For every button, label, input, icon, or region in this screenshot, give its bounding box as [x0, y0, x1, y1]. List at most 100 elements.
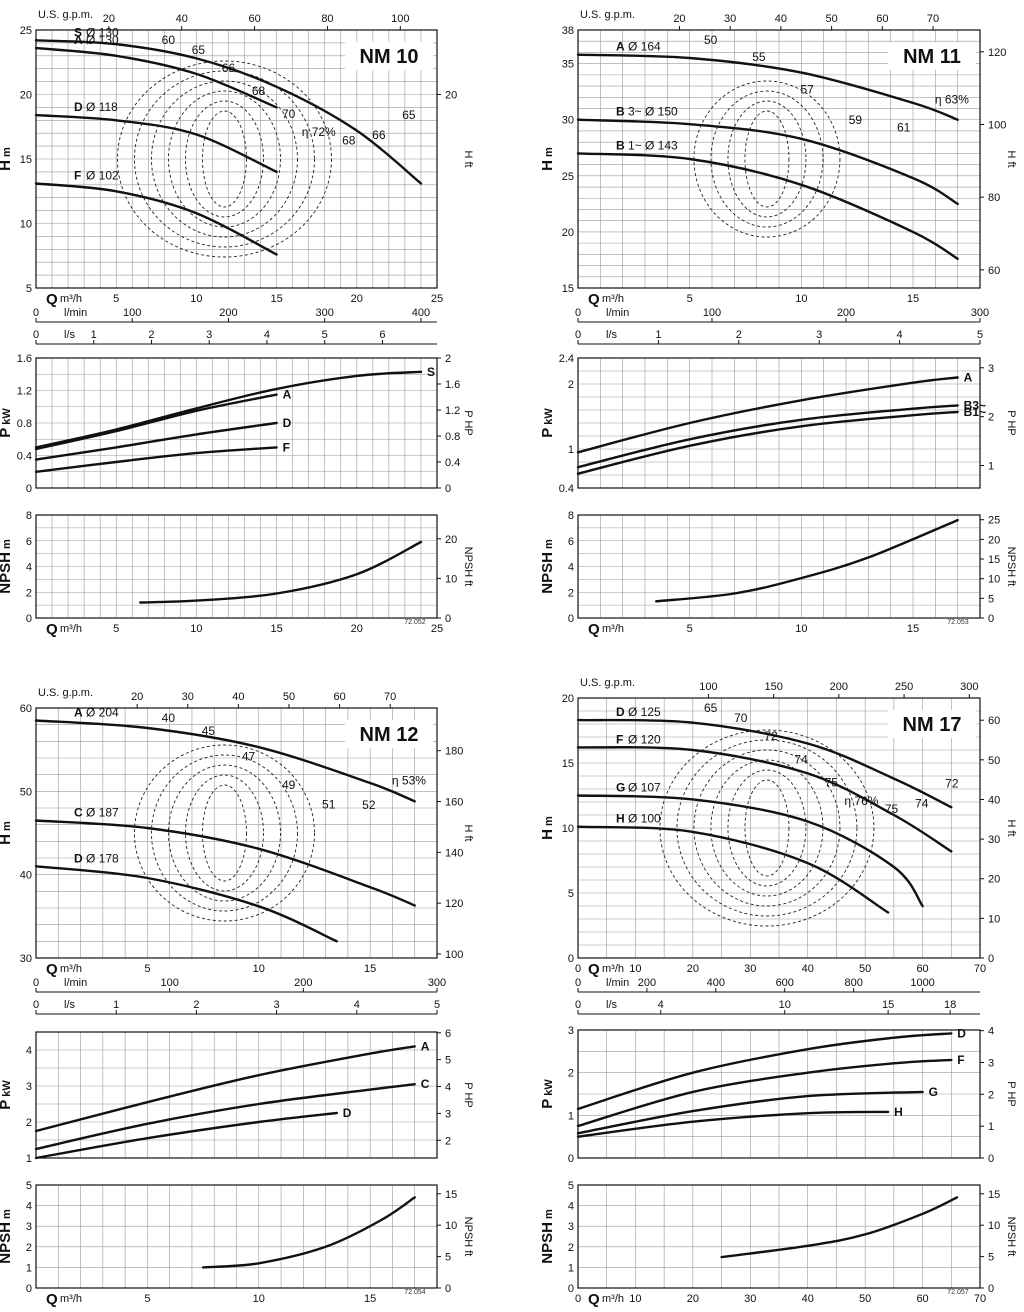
right-tick-label: 60 — [988, 265, 1000, 277]
efficiency-isoline — [185, 100, 264, 218]
curve-letter: A — [616, 40, 625, 54]
gpm-axis-label: U.S. g.p.m. — [38, 687, 93, 699]
efficiency-label: η 76% — [844, 794, 878, 808]
head-curve-a-204 — [34, 719, 416, 803]
ls-tick-label: 1 — [91, 329, 97, 341]
right-tick-label: 4 — [445, 1082, 451, 1094]
efficiency-isoline — [168, 764, 281, 902]
efficiency-label: 40 — [162, 711, 176, 725]
gpm-axis: U.S. g.p.m. 20 40 60 80 100 — [38, 9, 409, 30]
lmin-axis: 0 100 200 300 l/min — [575, 307, 989, 323]
lmin-axis-label: l/min — [64, 307, 87, 319]
right-tick-label: 0 — [445, 613, 451, 625]
q-tick-label: 70 — [974, 1293, 986, 1305]
y-tick-label: 10 — [562, 823, 574, 835]
q-tick-label: 10 — [795, 293, 807, 305]
q-tick-label: 30 — [744, 963, 756, 975]
ls-tick-label: 2 — [736, 329, 742, 341]
y-tick-label: 50 — [20, 786, 32, 798]
right-tick-label: 15 — [445, 1189, 457, 1201]
y-tick-label: 30 — [562, 115, 574, 127]
efficiency-isoline — [744, 779, 790, 877]
right-axis-label: P HP — [462, 1082, 474, 1107]
right-tick-label: 160 — [445, 796, 463, 808]
y-tick-label: 35 — [562, 59, 574, 71]
chart-nm12: 30405060100120140160180HmH ft123423456Pk… — [0, 687, 474, 1308]
q-tick-label: 25 — [431, 623, 443, 635]
right-tick-label: 0.8 — [445, 431, 460, 443]
chart-title: NM 10 — [360, 46, 419, 68]
ls-tick-label: 4 — [264, 329, 270, 341]
ls-tick-label: 10 — [779, 999, 791, 1011]
ls-tick-label: 3 — [206, 329, 212, 341]
y-tick-label: 2 — [568, 379, 574, 391]
gpm-tick-label: 60 — [333, 691, 345, 703]
curve-letter: B — [616, 138, 625, 152]
y-tick-label: 20 — [562, 693, 574, 705]
right-axis-label: H ft — [462, 150, 474, 167]
efficiency-label: 65 — [704, 701, 718, 715]
right-tick-label: 50 — [988, 755, 1000, 767]
power-curve-label: G — [929, 1085, 938, 1099]
right-tick-label: 1 — [988, 1121, 994, 1133]
head-curve-g-107 — [576, 794, 924, 908]
right-axis-label: H ft — [1005, 819, 1017, 836]
y-tick-label: 8 — [568, 510, 574, 522]
right-tick-label: 4 — [988, 1026, 994, 1038]
power-curve-h — [576, 1110, 890, 1138]
ls-tick-label: 2 — [148, 329, 154, 341]
efficiency-isoline — [168, 90, 281, 228]
lmin-tick-label: 1000 — [910, 977, 934, 989]
right-axis-label: NPSH ft — [1005, 547, 1017, 587]
y-tick-label: 2 — [568, 587, 574, 599]
ls-tick-label: 15 — [882, 999, 894, 1011]
power-curve-a — [34, 393, 278, 451]
y-tick-label: 3 — [568, 1025, 574, 1037]
lmin-axis: 0 200 400 600 800 1000 l/min — [575, 977, 980, 993]
gpm-axis: U.S. g.p.m. 100 150 200 250 300 — [580, 677, 978, 698]
y-tick-label: 2 — [568, 1068, 574, 1080]
y-tick-label: 1 — [568, 444, 574, 456]
ls-tick-label: 1 — [655, 329, 661, 341]
q-tick-label: 20 — [351, 623, 363, 635]
power-curve-label: F — [283, 440, 290, 454]
y-axis-name: NPSH — [539, 1222, 556, 1264]
power-curve-d — [34, 1111, 338, 1160]
lmin-tick-label: 200 — [638, 977, 656, 989]
q-tick-label: 25 — [431, 293, 443, 305]
ls-axis-label: l/s — [64, 329, 76, 341]
right-tick-label: 1.6 — [445, 379, 460, 391]
lmin-tick-label: 400 — [707, 977, 725, 989]
y-axis-unit: m — [1, 821, 13, 831]
y-tick-label: 0 — [568, 953, 574, 965]
curve-letter: S — [74, 25, 82, 39]
y-axis-name: NPSH — [539, 552, 556, 594]
npsh-curve-npsh — [139, 540, 423, 604]
power-curve-b-3- — [576, 404, 959, 469]
gpm-tick-label: 30 — [724, 13, 736, 25]
gpm-tick-label: 200 — [830, 681, 848, 693]
ls-tick-label: 0 — [33, 329, 39, 341]
q-axis-label: Q — [46, 621, 58, 638]
y-tick-label: 20 — [20, 90, 32, 102]
curve-diameter: Ø 164 — [628, 40, 661, 54]
efficiency-label: 66 — [372, 128, 386, 142]
q-axis-unit: m³/h — [60, 963, 82, 975]
q-axis-label: Q — [46, 1291, 58, 1308]
drawing-reference: 72.053 — [947, 619, 969, 626]
y-tick-label: 2.4 — [559, 353, 574, 365]
right-tick-label: 10 — [445, 1220, 457, 1232]
ls-axis-label: l/s — [64, 999, 76, 1011]
gpm-tick-label: 30 — [182, 691, 194, 703]
y-tick-label: 5 — [568, 888, 574, 900]
head-plot: 5 10 15 20 25 20 Hm H ft — [0, 25, 474, 295]
right-tick-label: 0 — [988, 1283, 994, 1295]
q-tick-label: 5 — [144, 1293, 150, 1305]
right-tick-label: 0 — [988, 613, 994, 625]
gpm-axis-label: U.S. g.p.m. — [580, 9, 635, 21]
lmin-tick-label: 0 — [33, 977, 39, 989]
power-curve-label: C — [421, 1077, 430, 1091]
ls-axis-label: l/s — [606, 999, 618, 1011]
ls-axis: 0 4 10 15 18 l/s — [575, 999, 980, 1015]
y-tick-label: 2 — [568, 1242, 574, 1254]
